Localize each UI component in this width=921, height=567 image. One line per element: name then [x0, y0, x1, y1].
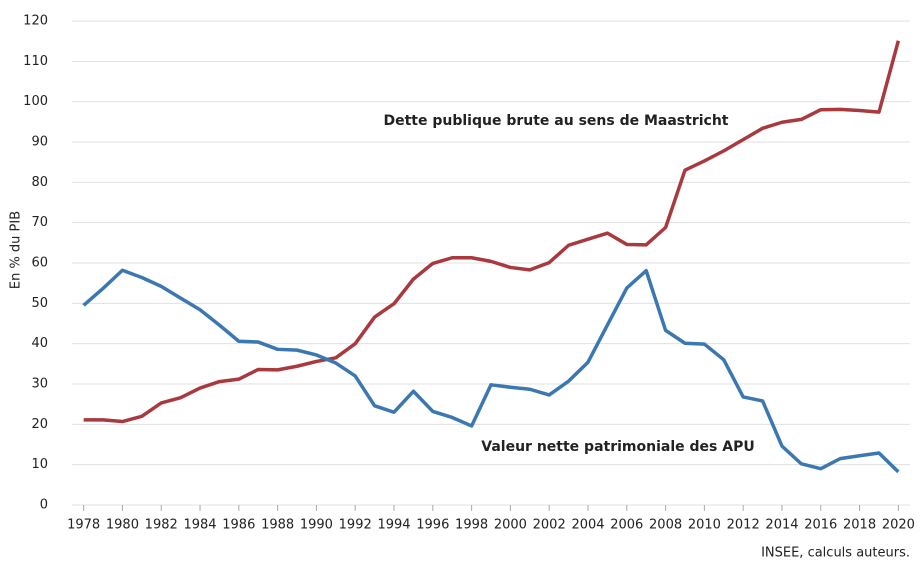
y-tick-label: 110 — [23, 54, 48, 69]
x-tick-label: 1992 — [339, 518, 372, 533]
y-tick-label: 100 — [23, 94, 48, 109]
x-tick-label: 1982 — [145, 518, 178, 533]
x-tick-label: 1988 — [261, 518, 294, 533]
y-tick-label: 10 — [31, 457, 48, 472]
y-tick-label: 80 — [31, 175, 48, 190]
x-tick-label: 2002 — [533, 518, 566, 533]
y-tick-label: 0 — [40, 498, 48, 513]
x-tick-label: 2014 — [765, 518, 798, 533]
x-tick-label: 2020 — [882, 518, 915, 533]
y-tick-label: 120 — [23, 14, 48, 29]
y-tick-label: 50 — [31, 296, 48, 311]
series-annotation: Valeur nette patrimoniale des APU — [481, 439, 754, 455]
x-tick-label: 2000 — [494, 518, 527, 533]
series-annotation: Dette publique brute au sens de Maastric… — [384, 113, 729, 129]
x-tick-label: 1998 — [455, 518, 488, 533]
x-tick-label: 1980 — [106, 518, 139, 533]
y-axis-title: En % du PIB — [9, 211, 24, 289]
y-tick-label: 70 — [31, 215, 48, 230]
x-tick-label: 2012 — [727, 518, 760, 533]
x-tick-label: 2010 — [688, 518, 721, 533]
series-line — [83, 40, 901, 424]
x-tick-label: 1984 — [183, 518, 216, 533]
x-tick-label: 1996 — [416, 518, 449, 533]
x-tick-label: 2004 — [571, 518, 604, 533]
y-tick-label: 60 — [31, 256, 48, 271]
x-tick-label: 2008 — [649, 518, 682, 533]
y-tick-label: 20 — [31, 417, 48, 432]
x-tick-label: 1986 — [222, 518, 255, 533]
y-tick-label: 90 — [31, 135, 48, 150]
x-tick-label: 2016 — [804, 518, 837, 533]
y-tick-label: 30 — [31, 377, 48, 392]
x-tick-label: 1994 — [377, 518, 410, 533]
series-line — [82, 268, 900, 474]
x-tick-label: 2018 — [843, 518, 876, 533]
y-tick-label: 40 — [31, 336, 48, 351]
x-tick-label: 1978 — [67, 518, 100, 533]
x-tick-label: 1990 — [300, 518, 333, 533]
x-tick-label: 2006 — [610, 518, 643, 533]
source: INSEE, calculs auteurs. — [761, 546, 910, 561]
